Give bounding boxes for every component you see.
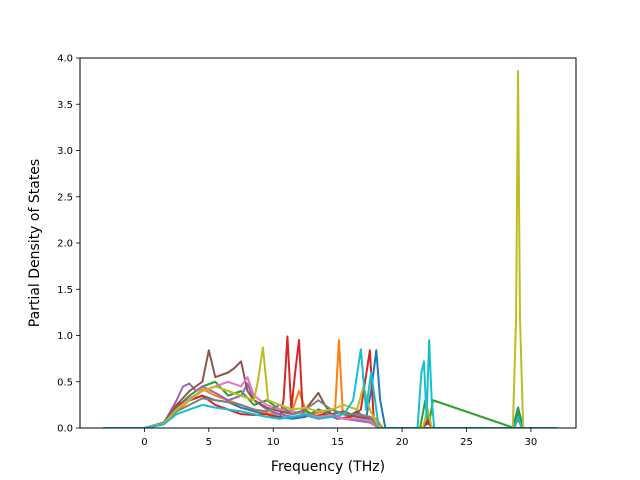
y-tick-label: 3.0 bbox=[57, 146, 73, 157]
series-layer bbox=[103, 69, 557, 428]
y-axis-label: Partial Density of States bbox=[27, 159, 43, 327]
x-tick-label: 5 bbox=[206, 437, 212, 448]
y-tick-label: 2.5 bbox=[57, 192, 73, 203]
x-tick-label: 10 bbox=[267, 437, 280, 448]
series-line-9 bbox=[103, 339, 557, 428]
x-tick-label: 20 bbox=[396, 437, 409, 448]
x-tick-label: 15 bbox=[331, 437, 344, 448]
series-line-7 bbox=[103, 397, 557, 428]
y-tick-label: 1.0 bbox=[57, 331, 73, 342]
x-tick-label: 25 bbox=[460, 437, 473, 448]
x-tick-label: 30 bbox=[525, 437, 538, 448]
x-axis-label: Frequency (THz) bbox=[271, 459, 385, 475]
y-tick-label: 4.0 bbox=[57, 54, 73, 65]
y-tick-label: 1.5 bbox=[57, 285, 73, 296]
x-axis: 0 5 10 15 20 25 30 bbox=[141, 428, 537, 448]
y-tick-label: 0.5 bbox=[57, 377, 73, 388]
y-tick-label: 3.5 bbox=[57, 100, 73, 111]
y-axis: 0.0 0.5 1.0 1.5 2.0 2.5 3.0 3.5 4.0 bbox=[57, 54, 80, 435]
y-tick-label: 2.0 bbox=[57, 239, 73, 250]
x-tick-label: 0 bbox=[141, 437, 147, 448]
y-tick-label: 0.0 bbox=[57, 424, 73, 435]
series-line-8 bbox=[103, 69, 557, 428]
